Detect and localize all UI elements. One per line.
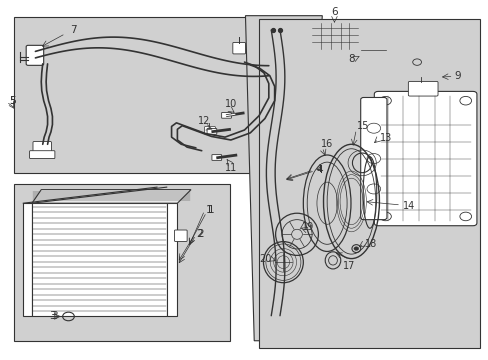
FancyBboxPatch shape	[211, 155, 221, 160]
FancyBboxPatch shape	[264, 322, 287, 334]
Text: 7: 7	[70, 25, 77, 35]
Polygon shape	[245, 16, 322, 341]
FancyBboxPatch shape	[174, 230, 187, 242]
FancyBboxPatch shape	[358, 32, 387, 68]
Text: 1: 1	[205, 205, 212, 215]
Text: 3: 3	[49, 311, 56, 321]
Text: 3: 3	[51, 311, 57, 321]
Text: 2: 2	[196, 229, 202, 239]
Text: 4: 4	[314, 164, 321, 174]
Circle shape	[379, 212, 390, 221]
Text: 17: 17	[343, 261, 355, 271]
FancyBboxPatch shape	[166, 203, 177, 316]
Circle shape	[379, 96, 390, 105]
FancyBboxPatch shape	[23, 203, 32, 316]
Text: 19: 19	[301, 222, 313, 232]
Polygon shape	[259, 19, 479, 348]
FancyBboxPatch shape	[407, 81, 437, 96]
Circle shape	[459, 212, 470, 221]
FancyBboxPatch shape	[204, 126, 215, 134]
FancyBboxPatch shape	[14, 184, 229, 341]
FancyBboxPatch shape	[26, 45, 43, 65]
Text: 20: 20	[258, 254, 271, 264]
Text: 1: 1	[207, 205, 214, 215]
Text: 10: 10	[224, 99, 237, 109]
Polygon shape	[32, 190, 191, 203]
FancyBboxPatch shape	[30, 151, 55, 158]
FancyBboxPatch shape	[32, 203, 166, 316]
Text: 5: 5	[9, 96, 15, 107]
Text: 5: 5	[9, 96, 15, 107]
FancyBboxPatch shape	[373, 91, 476, 226]
Text: 4: 4	[316, 165, 323, 175]
Circle shape	[459, 96, 470, 105]
Text: 6: 6	[330, 8, 337, 18]
Text: 11: 11	[224, 163, 237, 173]
Text: 15: 15	[357, 121, 369, 131]
FancyBboxPatch shape	[206, 129, 216, 134]
Text: 18: 18	[365, 239, 377, 249]
FancyBboxPatch shape	[33, 141, 51, 154]
Text: 16: 16	[321, 139, 333, 149]
Text: 12: 12	[198, 116, 210, 126]
Text: 8: 8	[348, 54, 355, 64]
FancyBboxPatch shape	[14, 18, 287, 173]
FancyBboxPatch shape	[221, 112, 231, 118]
FancyBboxPatch shape	[311, 23, 357, 49]
Text: 14: 14	[402, 201, 414, 211]
Circle shape	[353, 247, 358, 250]
Text: 2: 2	[197, 229, 203, 239]
FancyBboxPatch shape	[360, 98, 386, 220]
Text: 13: 13	[379, 133, 391, 143]
Text: 9: 9	[454, 71, 460, 81]
FancyBboxPatch shape	[232, 42, 245, 54]
